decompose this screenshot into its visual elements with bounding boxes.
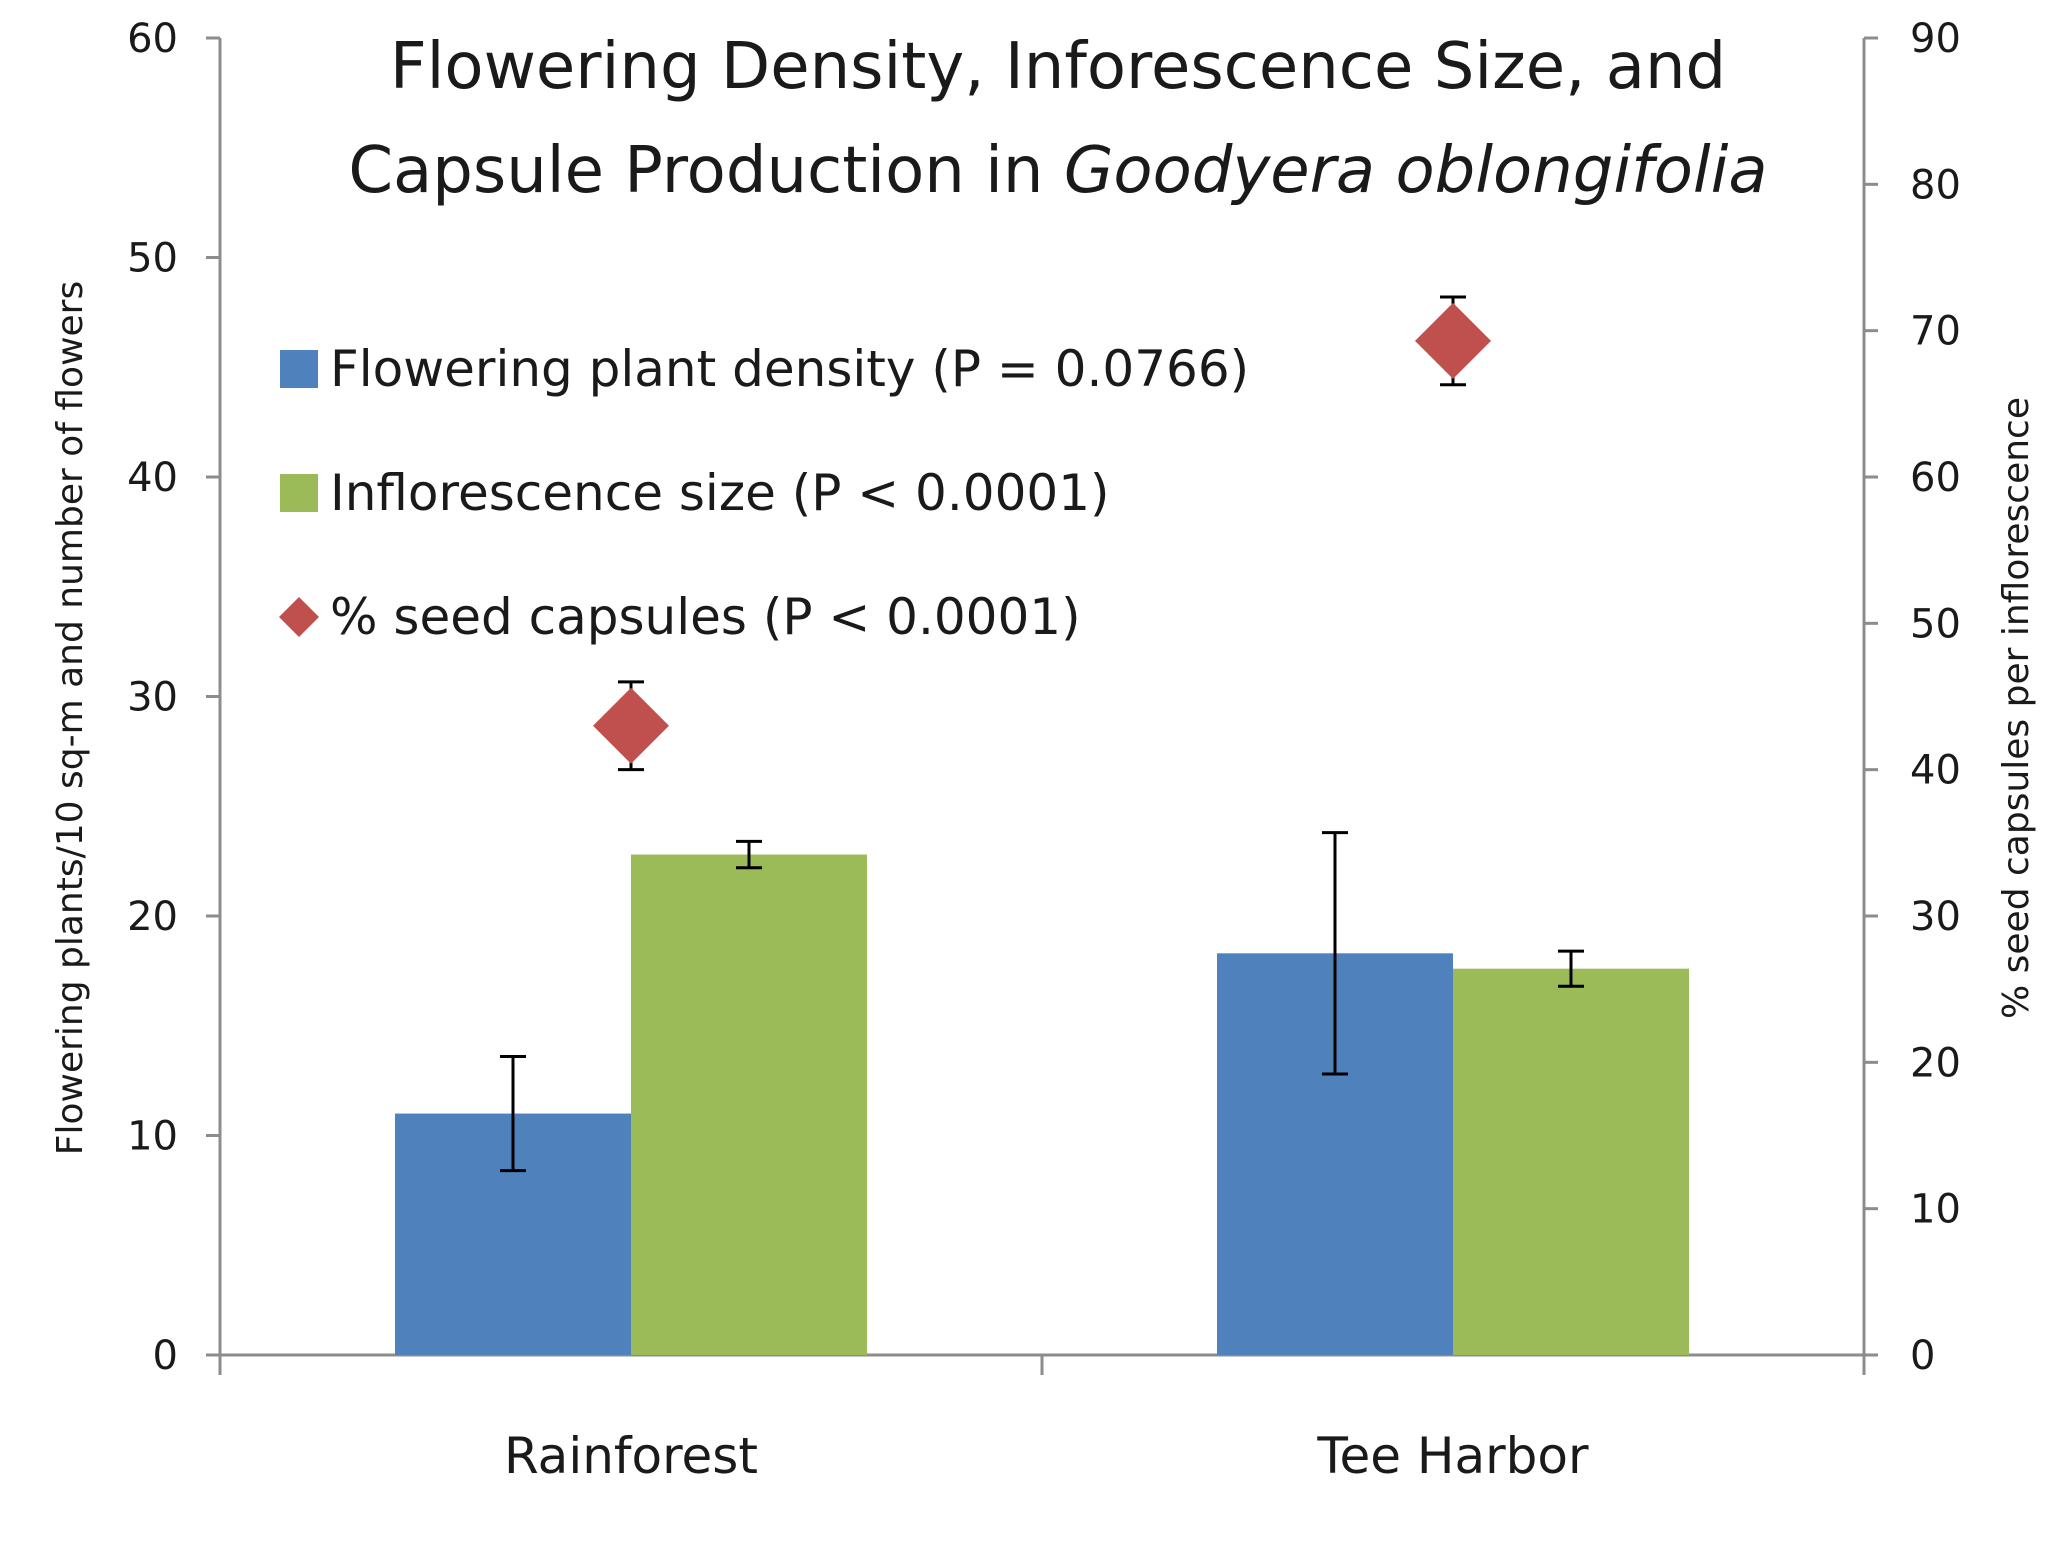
y-axis-ticks: 0 10 20 30 40 50 60 bbox=[127, 16, 220, 1379]
chart-title-species: Goodyera oblongifolia bbox=[1064, 134, 1768, 208]
legend-swatch bbox=[280, 474, 318, 512]
x-axis-ticks: Rainforest Tee Harbor bbox=[218, 1355, 1866, 1485]
y2-tick-label: 30 bbox=[1910, 894, 1961, 940]
y2-tick-label: 0 bbox=[1910, 1333, 1935, 1379]
y-tick-label: 50 bbox=[127, 236, 178, 282]
legend-label: Flowering plant density (P = 0.0766) bbox=[330, 340, 1249, 398]
scatter-point bbox=[593, 687, 669, 764]
y-tick-label: 40 bbox=[127, 455, 178, 501]
scatter-points bbox=[593, 295, 1491, 772]
chart-title-line2-prefix: Capsule Production in bbox=[348, 134, 1063, 208]
chart-title-line1: Flowering Density, Inforescence Size, an… bbox=[390, 30, 1726, 104]
legend-label: Inflorescence size (P < 0.0001) bbox=[330, 464, 1110, 522]
y-tick-label: 30 bbox=[127, 675, 178, 721]
y-tick-label: 10 bbox=[127, 1114, 178, 1160]
x-category-label: Tee Harbor bbox=[1316, 1427, 1589, 1485]
scatter-point bbox=[1415, 302, 1491, 379]
legend-label: % seed capsules (P < 0.0001) bbox=[330, 588, 1081, 646]
y2-tick-label: 40 bbox=[1910, 748, 1961, 794]
legend: Flowering plant density (P = 0.0766) Infl… bbox=[279, 340, 1249, 646]
bar bbox=[631, 854, 867, 1355]
bars bbox=[395, 831, 1689, 1355]
y-tick-label: 60 bbox=[127, 16, 178, 62]
bar bbox=[1453, 968, 1689, 1355]
y-tick-label: 0 bbox=[153, 1333, 178, 1379]
y-axis-title: Flowering plants/10 sq-m and number of f… bbox=[50, 281, 91, 1155]
y2-tick-label: 10 bbox=[1910, 1187, 1961, 1233]
legend-marker bbox=[279, 597, 319, 637]
x-category-label: Rainforest bbox=[504, 1427, 758, 1485]
y2-tick-label: 60 bbox=[1910, 455, 1961, 501]
y2-tick-label: 20 bbox=[1910, 1040, 1961, 1086]
y2-tick-label: 90 bbox=[1910, 16, 1961, 62]
y2-tick-label: 50 bbox=[1910, 601, 1961, 647]
y2-tick-label: 70 bbox=[1910, 309, 1961, 355]
y2-axis-title: % seed capsules per inflorescence bbox=[1996, 397, 2037, 1019]
y2-tick-label: 80 bbox=[1910, 162, 1961, 208]
y2-axis-ticks: 0 10 20 30 40 50 60 70 80 90 bbox=[1864, 16, 1961, 1379]
chart-title-line2: Capsule Production in Goodyera oblongifo… bbox=[348, 134, 1767, 208]
legend-swatch bbox=[280, 350, 318, 388]
y-tick-label: 20 bbox=[127, 894, 178, 940]
